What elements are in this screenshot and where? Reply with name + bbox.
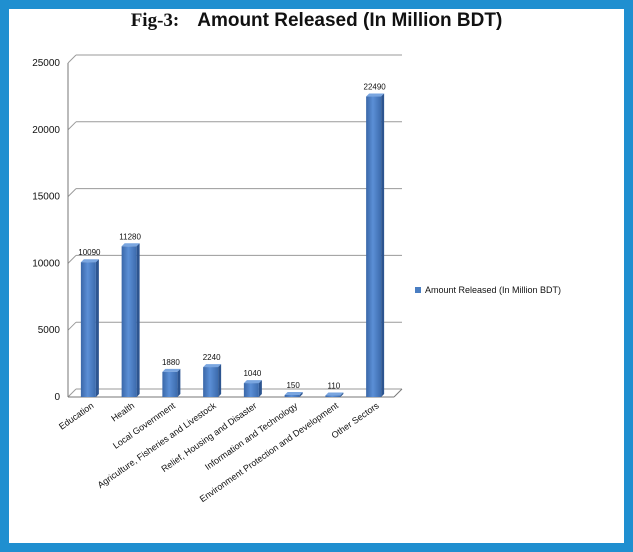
y-tick-label: 20000 xyxy=(32,125,60,136)
data-label: 2240 xyxy=(203,353,221,362)
bar xyxy=(284,391,303,397)
gridline-diag xyxy=(67,388,77,398)
y-tick-label: 0 xyxy=(54,392,60,403)
bar-top xyxy=(366,93,385,97)
data-label: 110 xyxy=(327,382,340,391)
y-tick-label: 15000 xyxy=(32,192,60,203)
legend-swatch xyxy=(415,287,421,293)
bar-side xyxy=(177,368,181,397)
bar-top xyxy=(243,380,262,384)
data-label: 22490 xyxy=(364,83,387,92)
bar-side xyxy=(299,391,303,397)
gridlines xyxy=(67,54,402,398)
gridline-diag xyxy=(67,188,77,197)
chart-title: Fig-3: Amount Released (In Million BDT) xyxy=(0,10,633,32)
bar-front xyxy=(284,394,300,397)
bar xyxy=(80,259,99,397)
bar-top xyxy=(121,243,140,247)
bar-side xyxy=(95,259,99,397)
gridline-diag xyxy=(67,121,77,131)
data-label: 10090 xyxy=(78,248,101,257)
x-tick-label: Health xyxy=(109,400,136,423)
gridline-diag xyxy=(67,321,77,331)
y-tick-label: 10000 xyxy=(32,258,60,269)
chart-title-text: Amount Released (In Million BDT) xyxy=(197,10,503,31)
bar-front xyxy=(366,96,382,397)
bar-side xyxy=(340,392,344,397)
bar xyxy=(203,364,222,397)
y-tick-label: 25000 xyxy=(32,58,60,69)
bar-top xyxy=(325,392,344,396)
bar-front xyxy=(243,383,259,397)
bar-side xyxy=(136,243,140,397)
data-label: 1880 xyxy=(162,358,180,367)
bar xyxy=(121,243,140,397)
bar-top xyxy=(203,364,222,368)
bar xyxy=(366,93,385,397)
data-label: 150 xyxy=(286,381,300,390)
data-label: 11280 xyxy=(119,232,141,241)
figure-number: Fig-3: xyxy=(130,10,180,31)
gridline-diag xyxy=(67,54,77,64)
bar-side xyxy=(218,364,222,397)
bar-side xyxy=(381,93,385,397)
axes xyxy=(67,63,403,398)
bar-top xyxy=(80,259,99,263)
bar-front xyxy=(121,246,137,397)
bars xyxy=(80,93,385,397)
bar xyxy=(243,380,262,397)
data-label: 1040 xyxy=(243,369,261,378)
y-tick-label: 5000 xyxy=(38,325,61,336)
x-axis-depth xyxy=(393,388,403,398)
bar-front xyxy=(80,262,96,397)
bar-front xyxy=(203,367,219,397)
bar-side xyxy=(258,380,262,397)
bar-top xyxy=(162,368,181,372)
bar-top xyxy=(284,391,303,395)
gridline-diag xyxy=(67,255,77,264)
legend: Amount Released (In Million BDT) xyxy=(415,285,561,295)
x-tick-label: Education xyxy=(57,400,96,431)
bar-front xyxy=(162,371,178,397)
legend-label: Amount Released (In Million BDT) xyxy=(425,285,561,295)
bar xyxy=(162,368,181,397)
bar-front xyxy=(325,395,341,397)
bar xyxy=(325,392,344,397)
